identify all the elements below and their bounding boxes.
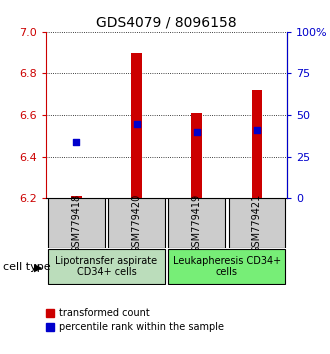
Text: Lipotransfer aspirate
CD34+ cells: Lipotransfer aspirate CD34+ cells <box>55 256 157 277</box>
Bar <box>191 113 202 198</box>
Point <box>134 121 139 127</box>
Text: cell type: cell type <box>3 262 51 272</box>
FancyBboxPatch shape <box>108 198 165 248</box>
FancyBboxPatch shape <box>48 249 165 284</box>
Bar <box>131 53 142 198</box>
Point <box>194 129 199 135</box>
Text: ▶: ▶ <box>34 262 42 272</box>
Point <box>74 139 79 145</box>
Text: GSM779419: GSM779419 <box>192 193 202 253</box>
Text: GSM779421: GSM779421 <box>252 193 262 253</box>
Bar <box>71 196 82 198</box>
Text: Leukapheresis CD34+
cells: Leukapheresis CD34+ cells <box>173 256 281 277</box>
FancyBboxPatch shape <box>48 198 105 248</box>
FancyBboxPatch shape <box>168 249 285 284</box>
Bar <box>251 90 262 198</box>
Point <box>254 127 260 132</box>
Text: GSM779420: GSM779420 <box>132 193 142 253</box>
Text: GSM779418: GSM779418 <box>71 193 81 253</box>
FancyBboxPatch shape <box>168 198 225 248</box>
FancyBboxPatch shape <box>229 198 285 248</box>
Title: GDS4079 / 8096158: GDS4079 / 8096158 <box>96 15 237 29</box>
Legend: transformed count, percentile rank within the sample: transformed count, percentile rank withi… <box>45 307 226 334</box>
